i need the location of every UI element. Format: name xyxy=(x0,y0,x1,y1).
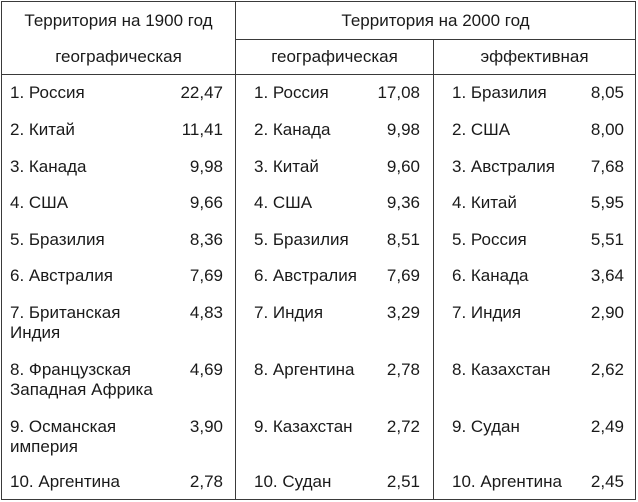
area-value: 2,51 xyxy=(386,472,420,491)
subheader-geo-2000: географическая xyxy=(271,46,398,66)
area-value: 2,62 xyxy=(590,360,624,379)
country-name: 1. Россия xyxy=(10,83,85,102)
area-value: 5,51 xyxy=(590,230,624,249)
area-value: 9,98 xyxy=(386,120,420,139)
area-value: 17,08 xyxy=(377,83,420,102)
country-name: 8. Французская Западная Африка xyxy=(10,360,153,399)
country-name: 5. Бразилия xyxy=(10,230,105,249)
area-value: 2,78 xyxy=(189,472,223,491)
header-divider xyxy=(235,39,635,40)
area-value: 2,90 xyxy=(590,303,624,322)
country-name: 3. Канада xyxy=(10,157,87,176)
country-name: 4. США xyxy=(10,193,69,212)
country-name: 9. Судан xyxy=(452,417,520,436)
subheader-geo-1900: географическая xyxy=(55,46,182,66)
country-name: 9. Казахстан xyxy=(254,417,353,436)
country-name: 6. Австралия xyxy=(10,266,113,285)
area-value: 2,49 xyxy=(590,417,624,436)
area-value: 8,05 xyxy=(590,83,624,102)
country-name: 3. Австралия xyxy=(452,157,555,176)
country-name: 1. Россия xyxy=(254,83,329,102)
country-name: 8. Аргентина xyxy=(254,360,355,379)
country-name: 2. США xyxy=(452,120,511,139)
country-name: 10. Аргентина xyxy=(452,472,562,491)
area-value: 3,90 xyxy=(189,417,223,436)
area-value: 8,51 xyxy=(386,230,420,249)
area-value: 8,00 xyxy=(590,120,624,139)
area-value: 7,69 xyxy=(189,266,223,285)
area-value: 3,29 xyxy=(386,303,420,322)
country-name: 2. Китай xyxy=(10,120,75,139)
country-name: 10. Судан xyxy=(254,472,332,491)
country-name: 4. Китай xyxy=(452,193,517,212)
area-value: 3,64 xyxy=(590,266,624,285)
area-value: 9,66 xyxy=(189,193,223,212)
country-name: 9. Османская империя xyxy=(10,417,117,456)
area-value: 8,36 xyxy=(189,230,223,249)
column-divider xyxy=(235,2,236,499)
header-2000: Территория на 2000 год xyxy=(341,10,530,30)
country-name: 6. Канада xyxy=(452,266,529,285)
country-name: 5. Россия xyxy=(452,230,527,249)
header-1900: Территория на 1900 год xyxy=(24,10,213,30)
country-name: 3. Китай xyxy=(254,157,319,176)
country-name: 8. Казахстан xyxy=(452,360,551,379)
area-value: 9,60 xyxy=(386,157,420,176)
country-name: 4. США xyxy=(254,193,313,212)
area-value: 22,47 xyxy=(180,83,223,102)
country-name: 7. Британская Индия xyxy=(10,303,121,342)
subheader-eff-2000: эффективная xyxy=(480,46,589,66)
column-divider xyxy=(433,39,434,499)
country-name: 6. Австралия xyxy=(254,266,357,285)
area-value: 5,95 xyxy=(590,193,624,212)
header-divider xyxy=(2,74,635,75)
country-name: 10. Аргентина xyxy=(10,472,120,491)
area-value: 4,69 xyxy=(189,360,223,379)
area-value: 2,72 xyxy=(386,417,420,436)
area-value: 7,68 xyxy=(590,157,624,176)
country-name: 7. Индия xyxy=(254,303,324,322)
area-value: 7,69 xyxy=(386,266,420,285)
country-name: 7. Индия xyxy=(452,303,522,322)
country-name: 1. Бразилия xyxy=(452,83,547,102)
area-value: 2,78 xyxy=(386,360,420,379)
country-name: 5. Бразилия xyxy=(254,230,349,249)
area-value: 9,36 xyxy=(386,193,420,212)
area-value: 4,83 xyxy=(189,303,223,322)
area-value: 11,41 xyxy=(181,120,223,139)
area-value: 2,45 xyxy=(590,472,624,491)
country-name: 2. Канада xyxy=(254,120,331,139)
area-value: 9,98 xyxy=(189,157,223,176)
